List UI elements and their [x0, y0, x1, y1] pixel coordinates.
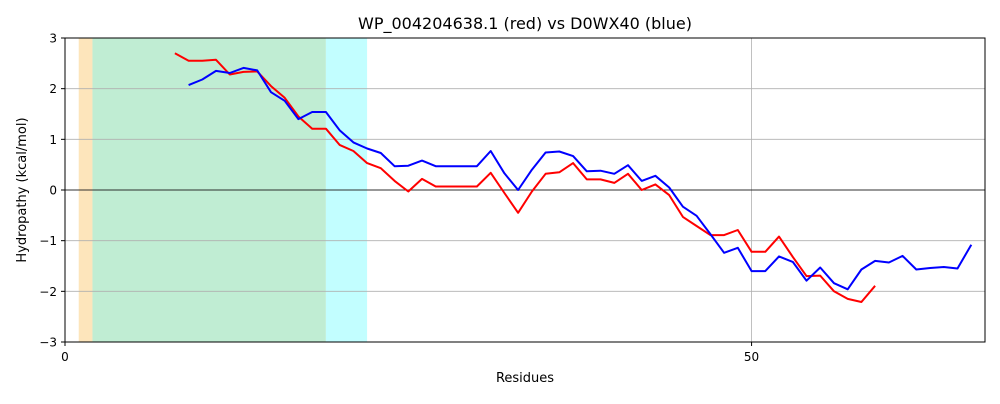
series-layer	[174, 52, 973, 303]
y-axis-label: Hydropathy (kcal/mol)	[15, 117, 30, 262]
y-tick-label: 2	[49, 82, 57, 96]
x-tick-label: 0	[61, 350, 69, 364]
y-tick-label: 3	[49, 32, 57, 46]
y-tick-label: 1	[49, 133, 57, 147]
y-tick-label: −3	[39, 336, 57, 350]
y-tick-label: −1	[39, 234, 57, 248]
chart-title: WP_004204638.1 (red) vs D0WX40 (blue)	[358, 14, 692, 34]
ticks-layer: −3 −2 −1 0 1 2 3 0 50	[39, 32, 759, 365]
y-tick-label: 0	[49, 184, 57, 198]
x-axis-label: Residues	[496, 371, 554, 386]
y-tick-label: −2	[39, 285, 57, 299]
series-line-blue	[188, 66, 973, 291]
series-line-red	[174, 52, 876, 303]
x-tick-label: 50	[744, 350, 759, 364]
